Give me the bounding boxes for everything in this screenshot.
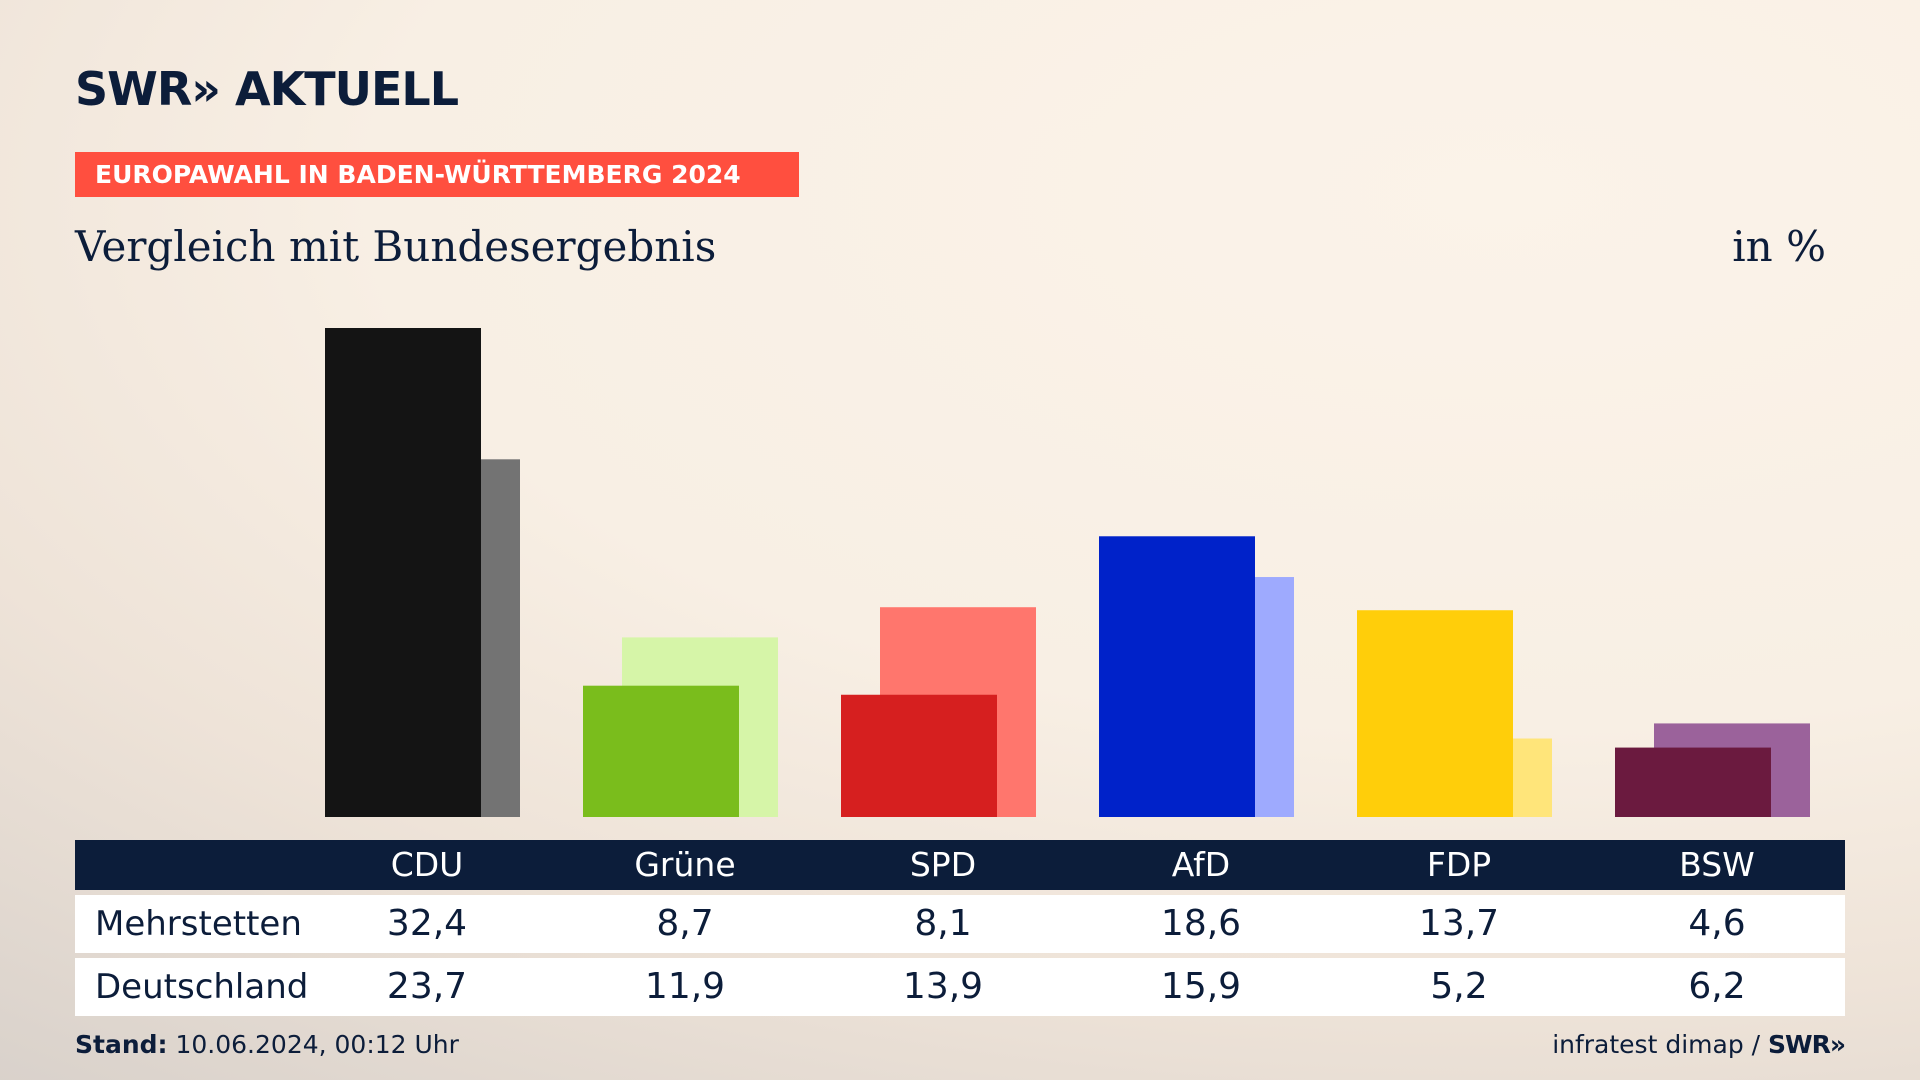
unit-label: in % xyxy=(1732,222,1826,271)
column-header-grne: Grüne xyxy=(634,845,736,884)
value-mehrstetten-spd: 8,1 xyxy=(914,903,972,944)
bar-mehrstetten-afd xyxy=(1099,536,1255,817)
row-label-deutschland: Deutschland xyxy=(95,967,309,1007)
value-mehrstetten-grne: 8,7 xyxy=(656,903,714,944)
bar-mehrstetten-spd xyxy=(841,694,997,817)
column-header-bsw: BSW xyxy=(1679,845,1755,884)
table-row: Mehrstetten 32,4 8,7 8,1 18,6 13,7 4,6 xyxy=(75,895,1845,953)
column-header-afd: AfD xyxy=(1171,845,1231,884)
column-header-fdp: FDP xyxy=(1426,845,1492,884)
value-mehrstetten-bsw: 4,6 xyxy=(1688,903,1746,944)
bar-mehrstetten-cdu xyxy=(325,328,481,817)
value-deutschland-cdu: 23,7 xyxy=(386,966,468,1007)
value-mehrstetten-fdp: 13,7 xyxy=(1418,903,1500,944)
value-deutschland-spd: 13,9 xyxy=(902,966,984,1007)
column-header-spd: SPD xyxy=(909,845,977,884)
table-header: CDU Grüne SPD AfD FDP BSW xyxy=(75,840,1845,890)
source-text: infratest dimap / xyxy=(1552,1030,1761,1059)
value-deutschland-bsw: 6,2 xyxy=(1688,966,1746,1007)
bar-mehrstetten-grne xyxy=(583,685,739,817)
value-mehrstetten-cdu: 32,4 xyxy=(386,903,468,944)
banner-text: EUROPAWAHL IN BADEN-WÜRTTEMBERG 2024 xyxy=(95,160,741,189)
value-mehrstetten-afd: 18,6 xyxy=(1160,903,1242,944)
swr-aktuell-logo: SWR» AKTUELL xyxy=(75,66,459,112)
stand-label: Stand: xyxy=(75,1030,168,1059)
bar-mehrstetten-bsw xyxy=(1615,747,1771,817)
value-deutschland-fdp: 5,2 xyxy=(1430,966,1488,1007)
column-header-cdu: CDU xyxy=(390,845,464,884)
results-table: CDU Grüne SPD AfD FDP BSW Mehrstetten 32,4 8,7… xyxy=(75,840,1845,1016)
value-deutschland-grne: 11,9 xyxy=(644,966,726,1007)
swr-small-logo: SWR» xyxy=(1768,1030,1846,1059)
stand-value: 10.06.2024, 00:12 Uhr xyxy=(175,1030,459,1059)
table-row: Deutschland 23,7 11,9 13,9 15,9 5,2 6,2 xyxy=(75,958,1845,1016)
source-credit: infratest dimap / SWR» xyxy=(1552,1030,1846,1059)
logo-text: SWR» AKTUELL xyxy=(75,62,459,116)
timestamp: Stand: 10.06.2024, 00:12 Uhr xyxy=(75,1030,459,1059)
chart-subtitle: Vergleich mit Bundesergebnis xyxy=(75,222,717,271)
election-banner: EUROPAWAHL IN BADEN-WÜRTTEMBERG 2024 xyxy=(75,152,799,197)
value-deutschland-afd: 15,9 xyxy=(1160,966,1242,1007)
bar-mehrstetten-fdp xyxy=(1357,610,1513,817)
row-label-mehrstetten: Mehrstetten xyxy=(95,904,302,944)
